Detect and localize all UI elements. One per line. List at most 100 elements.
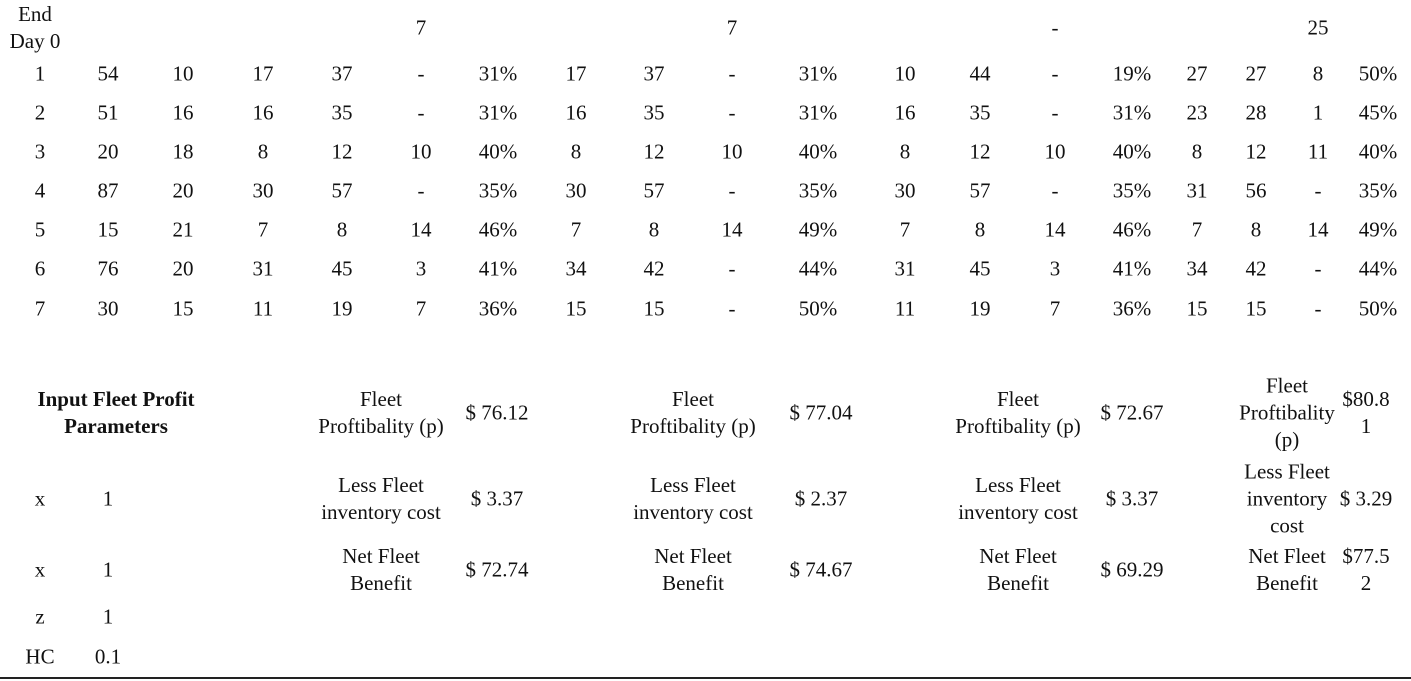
table-cell: 41% xyxy=(1112,256,1152,281)
table-cell: 8 xyxy=(336,217,348,242)
header-value: 25 xyxy=(1307,15,1329,40)
table-cell: 8 xyxy=(648,217,660,242)
table-cell: 57 xyxy=(643,178,665,203)
table-cell: 45 xyxy=(331,256,353,281)
net-fleet-benefit-label-line: Benefit xyxy=(662,571,724,595)
inventory-cost-label-line: Less Fleet xyxy=(338,473,424,497)
table-cell: 46% xyxy=(1112,217,1152,242)
table-cell: 27 xyxy=(1186,61,1208,86)
fleet-profitability-value: $80.8 1 xyxy=(1342,386,1389,440)
fleet-profitability-label-line: Proftibality (p) xyxy=(318,414,444,438)
table-cell: 37 xyxy=(331,61,353,86)
fleet-profitability-label-line: Fleet xyxy=(997,387,1039,411)
inventory-cost-value-line: $ 3.37 xyxy=(1105,486,1159,511)
table-cell: 42 xyxy=(1245,256,1267,281)
table-cell: 46% xyxy=(478,217,518,242)
net-fleet-benefit-label-line: Benefit xyxy=(350,571,412,595)
fleet-profitability-label: Fleet Proftibality (p) xyxy=(630,386,755,440)
inventory-cost-label: Less Fleet inventory cost xyxy=(1244,459,1330,540)
table-cell: 15 xyxy=(172,296,194,321)
fleet-profitability-value: $ 77.04 xyxy=(790,400,853,427)
table-cell: 7 xyxy=(1049,296,1061,321)
table-cell: 40% xyxy=(1358,139,1398,164)
table-cell: 20 xyxy=(172,256,194,281)
end-day-label-line: Day 0 xyxy=(9,29,61,53)
net-fleet-benefit-label-line: Benefit xyxy=(1256,571,1318,595)
table-cell: 30 xyxy=(252,178,274,203)
parameters-heading: Input Fleet Profit Parameters xyxy=(37,386,194,440)
net-fleet-benefit-label-line: Net Fleet xyxy=(1248,544,1326,568)
table-cell: 16 xyxy=(172,100,194,125)
parameters-heading-line: Input Fleet Profit xyxy=(37,387,195,411)
parameter-value: 0.1 xyxy=(94,644,122,669)
row-day: 3 xyxy=(34,139,46,164)
table-cell: 7 xyxy=(1191,217,1203,242)
table-cell: 3 xyxy=(1049,256,1061,281)
table-cell: 7 xyxy=(257,217,269,242)
table-cell: 49% xyxy=(798,217,838,242)
table-cell: 87 xyxy=(97,178,119,203)
table-cell: 12 xyxy=(643,139,665,164)
table-cell: 54 xyxy=(97,61,119,86)
net-fleet-benefit-value-line: $ 69.29 xyxy=(1100,557,1164,582)
fleet-profitability-value: $ 72.67 xyxy=(1101,400,1164,427)
fleet-profitability-label-line: Fleet xyxy=(672,387,714,411)
header-value: - xyxy=(1051,15,1059,40)
table-cell: 10 xyxy=(721,139,743,164)
fleet-profitability-value-line: $ 76.12 xyxy=(465,400,529,425)
table-cell: - xyxy=(417,178,425,203)
fleet-profitability-label-line: Fleet xyxy=(1265,373,1308,398)
table-cell: - xyxy=(1051,100,1059,125)
table-cell: 30 xyxy=(97,296,119,321)
fleet-profitability-value: $ 76.12 xyxy=(466,400,529,427)
table-cell: - xyxy=(728,256,736,281)
table-cell: 19% xyxy=(1112,61,1152,86)
parameter-name: HC xyxy=(25,644,55,669)
bottom-rule xyxy=(0,677,1411,679)
table-cell: 76 xyxy=(97,256,119,281)
header-value: 7 xyxy=(415,15,427,40)
table-cell: 31 xyxy=(1186,178,1208,203)
table-cell: 31% xyxy=(478,100,518,125)
net-fleet-benefit-value: $ 74.67 xyxy=(790,557,853,584)
inventory-cost-label: Less Fleet inventory cost xyxy=(321,472,441,526)
table-cell: 45% xyxy=(1358,100,1398,125)
table-cell: 7 xyxy=(570,217,582,242)
table-cell: 50% xyxy=(1358,61,1398,86)
table-cell: 50% xyxy=(798,296,838,321)
table-cell: 8 xyxy=(1312,61,1324,86)
table-cell: 16 xyxy=(565,100,587,125)
table-cell: 40% xyxy=(798,139,838,164)
parameter-value: 1 xyxy=(102,604,114,629)
table-cell: 15 xyxy=(565,296,587,321)
table-cell: 44% xyxy=(798,256,838,281)
parameter-name: x xyxy=(34,486,46,511)
table-cell: 35 xyxy=(331,100,353,125)
net-fleet-benefit-label-line: Benefit xyxy=(987,571,1049,595)
table-cell: 8 xyxy=(1250,217,1262,242)
inventory-cost-label-line: inventory cost xyxy=(958,500,1078,524)
parameters-heading-line: Parameters xyxy=(64,414,168,438)
table-cell: 10 xyxy=(894,61,916,86)
table-cell: 14 xyxy=(721,217,743,242)
table-cell: 17 xyxy=(252,61,274,86)
table-cell: 16 xyxy=(894,100,916,125)
table-cell: 15 xyxy=(643,296,665,321)
table-cell: 12 xyxy=(1245,139,1267,164)
table-cell: 15 xyxy=(1186,296,1208,321)
inventory-cost-value: $ 3.29 xyxy=(1340,486,1393,513)
table-cell: 15 xyxy=(97,217,119,242)
table-cell: 41% xyxy=(478,256,518,281)
inventory-cost-value: $ 3.37 xyxy=(471,486,524,513)
net-fleet-benefit-value: $77.5 2 xyxy=(1342,543,1389,597)
table-cell: - xyxy=(1051,61,1059,86)
table-cell: 17 xyxy=(565,61,587,86)
table-cell: 10 xyxy=(410,139,432,164)
table-cell: 11 xyxy=(252,296,274,321)
table-cell: 31% xyxy=(798,61,838,86)
table-cell: - xyxy=(728,100,736,125)
table-cell: 35 xyxy=(643,100,665,125)
table-cell: 1 xyxy=(1312,100,1324,125)
inventory-cost-value-line: $ 3.29 xyxy=(1339,486,1393,511)
table-cell: 12 xyxy=(331,139,353,164)
